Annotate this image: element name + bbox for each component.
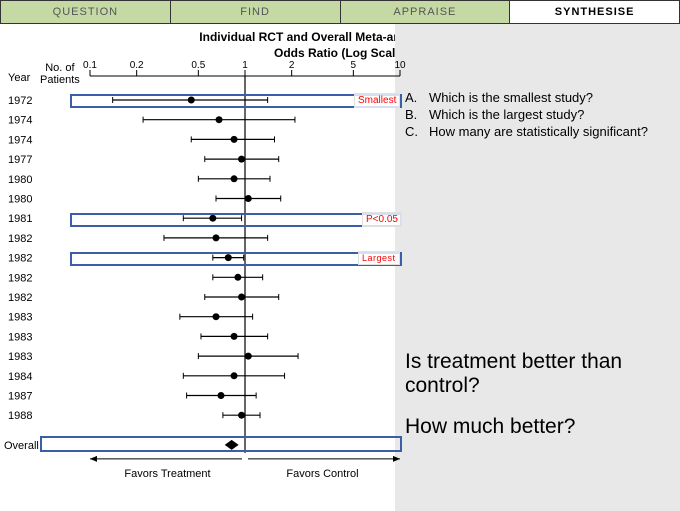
svg-text:1982: 1982 bbox=[8, 292, 32, 304]
big-question-1: Is treatment better than control? bbox=[405, 350, 670, 398]
highlight-p1 bbox=[70, 213, 402, 227]
svg-text:1983: 1983 bbox=[8, 351, 32, 363]
annot-smallest: Smallest bbox=[354, 93, 400, 108]
question-a: A. Which is the smallest study? bbox=[405, 90, 670, 105]
annot-largest-text: Largest bbox=[362, 253, 396, 263]
svg-text:1983: 1983 bbox=[8, 312, 32, 324]
svg-text:1982: 1982 bbox=[8, 233, 32, 245]
svg-text:1977: 1977 bbox=[8, 154, 32, 166]
svg-text:1974: 1974 bbox=[8, 134, 32, 146]
svg-text:1983: 1983 bbox=[8, 331, 32, 343]
tab-appraise[interactable]: APPRAISE bbox=[341, 1, 511, 23]
svg-text:1981: 1981 bbox=[8, 213, 32, 225]
tab-synthesise[interactable]: SYNTHESISE bbox=[510, 1, 679, 23]
svg-text:1974: 1974 bbox=[8, 115, 32, 127]
question-b: B. Which is the largest study? bbox=[405, 107, 670, 122]
svg-text:5: 5 bbox=[351, 60, 357, 71]
svg-text:1984: 1984 bbox=[8, 371, 32, 383]
question-list: A. Which is the smallest study? B. Which… bbox=[405, 90, 670, 141]
question-c-text: How many are statistically significant? bbox=[429, 124, 670, 139]
question-a-text: Which is the smallest study? bbox=[429, 90, 670, 105]
tab-bar: QUESTION FIND APPRAISE SYNTHESISE bbox=[0, 0, 680, 24]
question-b-label: B. bbox=[405, 107, 429, 122]
annot-p1: P<0.05 bbox=[362, 212, 402, 227]
svg-text:1982: 1982 bbox=[8, 253, 32, 265]
svg-text:Overall: Overall bbox=[4, 440, 39, 452]
question-c-label: C. bbox=[405, 124, 429, 139]
svg-text:1980: 1980 bbox=[8, 194, 32, 206]
svg-text:0.1: 0.1 bbox=[83, 60, 97, 71]
svg-text:0.2: 0.2 bbox=[130, 60, 144, 71]
question-b-text: Which is the largest study? bbox=[429, 107, 670, 122]
svg-text:2: 2 bbox=[289, 60, 295, 71]
highlight-largest bbox=[70, 252, 402, 266]
svg-text:1988: 1988 bbox=[8, 410, 32, 422]
svg-text:1980: 1980 bbox=[8, 174, 32, 186]
svg-text:10: 10 bbox=[394, 60, 406, 71]
forest-plot: 0.1 0.2 0.5 1 2 5 10 1972 1974 1974 1977 1980 1980 19… bbox=[0, 50, 450, 490]
tab-find[interactable]: FIND bbox=[171, 1, 341, 23]
svg-text:Favors Treatment: Favors Treatment bbox=[124, 468, 210, 480]
highlight-smallest bbox=[70, 94, 402, 108]
question-a-label: A. bbox=[405, 90, 429, 105]
annot-largest: Largest bbox=[358, 251, 400, 265]
highlight-overall bbox=[40, 436, 402, 452]
big-question-2: How much better? bbox=[405, 415, 670, 439]
svg-text:1: 1 bbox=[242, 60, 248, 71]
svg-text:Favors Control: Favors Control bbox=[286, 468, 358, 480]
svg-text:0.5: 0.5 bbox=[191, 60, 205, 71]
tab-question[interactable]: QUESTION bbox=[1, 1, 171, 23]
svg-text:1987: 1987 bbox=[8, 391, 32, 403]
svg-text:1982: 1982 bbox=[8, 272, 32, 284]
svg-text:1972: 1972 bbox=[8, 95, 32, 107]
question-c: C. How many are statistically significan… bbox=[405, 124, 670, 139]
